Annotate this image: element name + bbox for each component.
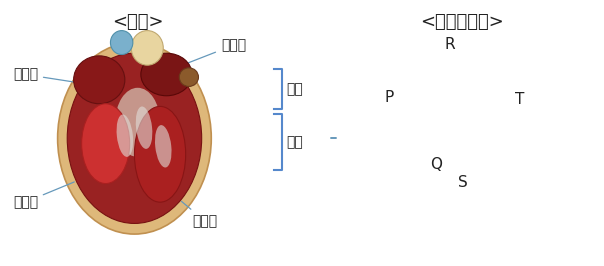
Text: 右心房: 右心房 xyxy=(13,68,74,82)
Ellipse shape xyxy=(179,68,199,86)
Text: Q: Q xyxy=(430,157,442,172)
Ellipse shape xyxy=(111,31,133,55)
Text: <心電図波形>: <心電図波形> xyxy=(420,13,504,31)
Text: S: S xyxy=(458,176,468,190)
Ellipse shape xyxy=(117,114,133,157)
Ellipse shape xyxy=(115,88,160,157)
Ellipse shape xyxy=(67,53,202,223)
Ellipse shape xyxy=(74,56,125,104)
Text: <心臓>: <心臓> xyxy=(112,13,164,31)
Text: 上室: 上室 xyxy=(286,82,303,96)
Ellipse shape xyxy=(57,43,211,234)
Text: T: T xyxy=(515,93,524,107)
Text: 心室: 心室 xyxy=(286,135,303,149)
Ellipse shape xyxy=(155,125,172,168)
Ellipse shape xyxy=(136,106,152,149)
Ellipse shape xyxy=(82,104,130,184)
Text: P: P xyxy=(384,90,394,105)
Text: 右心室: 右心室 xyxy=(13,182,74,209)
Text: 左心房: 左心房 xyxy=(188,38,246,63)
Ellipse shape xyxy=(141,53,192,96)
Ellipse shape xyxy=(135,106,185,202)
Text: R: R xyxy=(445,37,455,52)
Ellipse shape xyxy=(131,31,163,65)
Text: 左心室: 左心室 xyxy=(181,201,217,228)
